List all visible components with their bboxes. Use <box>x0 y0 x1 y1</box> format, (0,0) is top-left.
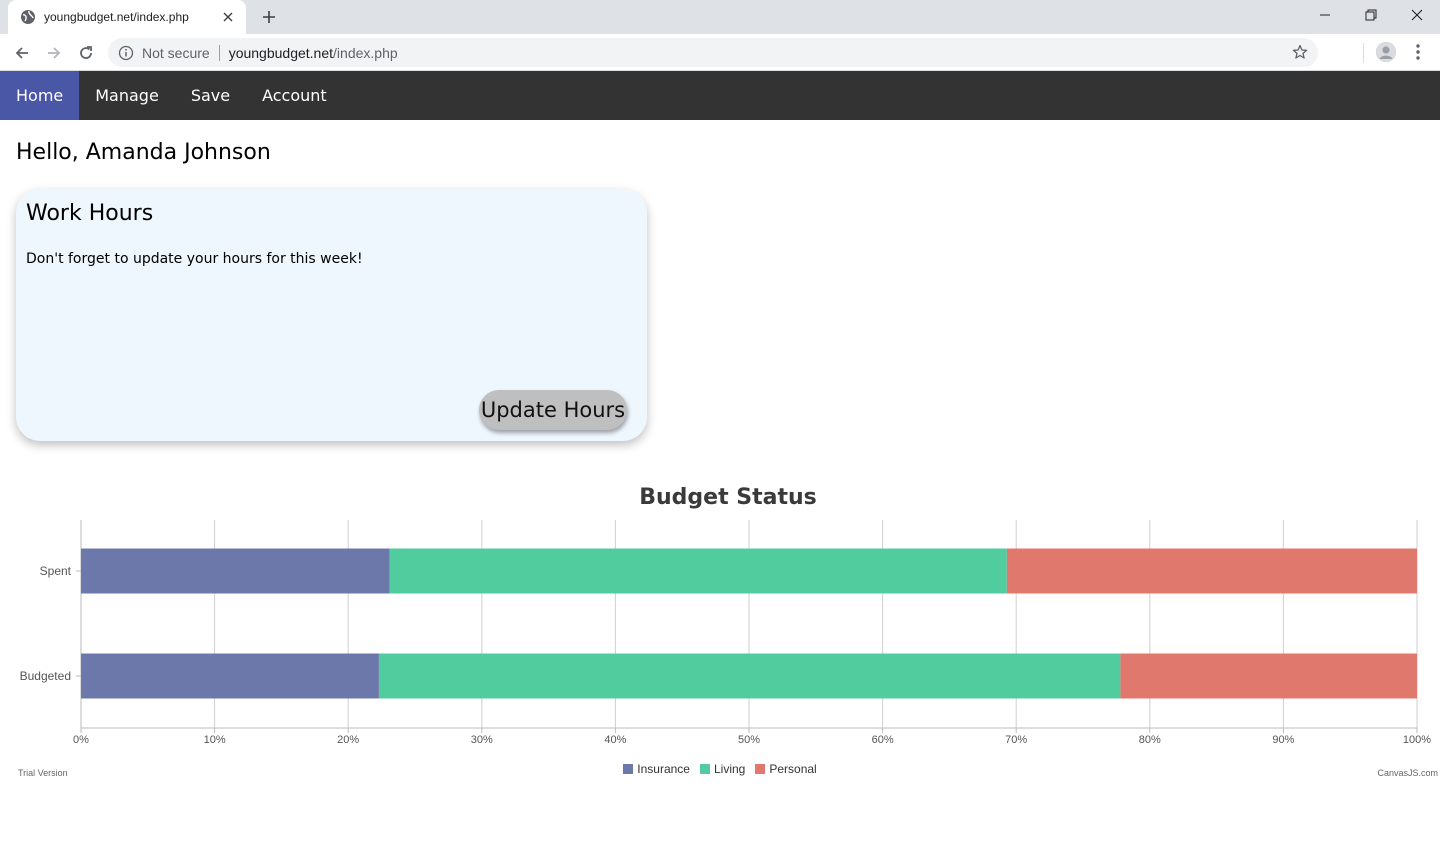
bar-segment[interactable] <box>81 548 390 594</box>
reload-icon[interactable] <box>75 42 97 64</box>
chart-legend: Insurance Living Personal <box>0 762 1440 776</box>
browser-toolbar: Not secure youngbudget.net/index.php <box>0 34 1440 71</box>
legend-swatch <box>623 764 634 774</box>
chart-canvas: Budget Status 0% 10% 20% 30% 40% 50% 60% 70% 80%… <box>20 485 1432 746</box>
update-hours-button[interactable]: Update Hours <box>479 390 627 430</box>
bar-segment[interactable] <box>389 548 1007 594</box>
globe-icon <box>20 9 36 25</box>
info-icon[interactable] <box>118 45 134 61</box>
card-message: Don't forget to update your hours for th… <box>26 251 363 267</box>
restore-icon[interactable] <box>1348 0 1394 30</box>
category-label: Spent <box>40 564 72 578</box>
work-hours-card: Work Hours Don't forget to update your h… <box>16 189 647 441</box>
x-tick-label: 70% <box>1005 734 1027 746</box>
menu-kebab-icon[interactable] <box>1410 42 1426 62</box>
minimize-icon[interactable] <box>1302 0 1348 30</box>
new-tab-button[interactable] <box>258 7 280 27</box>
x-tick-label: 30% <box>471 734 493 746</box>
x-tick-label: 0% <box>73 734 89 746</box>
bar-segment[interactable] <box>378 653 1121 699</box>
chart-title: Budget Status <box>639 485 817 510</box>
budget-status-chart: Budget Status 0% 10% 20% 30% 40% 50% 60% 70% 80%… <box>0 470 1440 790</box>
url-host: youngbudget.net <box>228 44 334 61</box>
toolbar-divider <box>1363 43 1364 63</box>
close-tab-icon[interactable] <box>220 9 236 25</box>
nav-item-account[interactable]: Account <box>262 86 327 105</box>
card-title: Work Hours <box>26 201 154 226</box>
address-bar[interactable]: Not secure youngbudget.net/index.php <box>108 38 1318 67</box>
x-tick-label: 40% <box>604 734 626 746</box>
legend-item[interactable]: Insurance <box>623 762 690 776</box>
legend-label: Personal <box>769 762 817 776</box>
trial-version-label: Trial Version <box>18 768 68 778</box>
url-path: /index.php <box>333 44 398 61</box>
browser-tabstrip: youngbudget.net/index.php <box>0 0 1440 34</box>
x-tick-label: 90% <box>1272 734 1294 746</box>
x-tick-label: 20% <box>337 734 359 746</box>
back-arrow-icon[interactable] <box>11 42 33 64</box>
profile-avatar-icon[interactable] <box>1376 42 1396 62</box>
nav-item-manage[interactable]: Manage <box>95 86 159 105</box>
nav-item-home[interactable]: Home <box>0 71 80 120</box>
x-tick-label: 50% <box>738 734 760 746</box>
bar-segment[interactable] <box>1006 548 1417 594</box>
x-tick-label: 10% <box>204 734 226 746</box>
x-tick-label: 100% <box>1403 734 1431 746</box>
category-label: Budgeted <box>20 669 71 683</box>
star-icon[interactable] <box>1292 44 1308 60</box>
site-navbar: Home Manage Save Account <box>0 71 1440 120</box>
bar-segment[interactable] <box>1120 653 1417 699</box>
tab-title: youngbudget.net/index.php <box>44 10 189 24</box>
security-label: Not secure <box>142 44 210 61</box>
legend-item[interactable]: Living <box>699 762 746 776</box>
legend-swatch <box>699 764 710 774</box>
x-tick-label: 80% <box>1139 734 1161 746</box>
x-tick-label: 60% <box>872 734 894 746</box>
close-window-icon[interactable] <box>1394 0 1440 30</box>
address-divider <box>218 44 220 61</box>
canvasjs-credit-link[interactable]: CanvasJS.com <box>1377 768 1438 778</box>
bar-segment[interactable] <box>81 653 379 699</box>
legend-label: Insurance <box>637 762 690 776</box>
legend-label: Living <box>713 762 746 776</box>
nav-item-save[interactable]: Save <box>190 86 231 105</box>
forward-arrow-icon[interactable] <box>43 42 65 64</box>
legend-swatch <box>755 764 766 774</box>
greeting-heading: Hello, Amanda Johnson <box>16 140 271 165</box>
browser-tab[interactable]: youngbudget.net/index.php <box>8 0 246 34</box>
legend-item[interactable]: Personal <box>755 762 817 776</box>
